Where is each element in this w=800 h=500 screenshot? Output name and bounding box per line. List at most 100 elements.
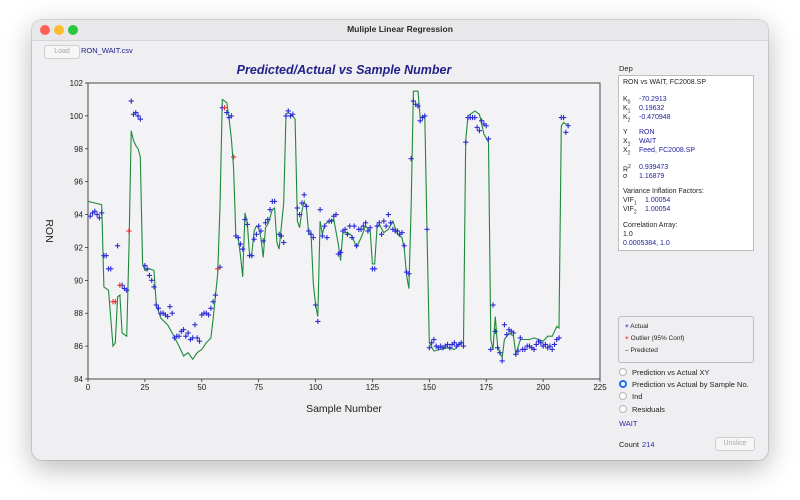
unslice-button[interactable]: Unslice <box>715 437 755 451</box>
actual-point <box>538 340 544 346</box>
actual-point <box>303 203 310 209</box>
actual-point <box>556 335 562 341</box>
actual-point <box>210 299 216 305</box>
actual-point <box>103 253 109 259</box>
actual-point <box>381 218 387 224</box>
actual-point <box>422 113 428 119</box>
vif2-label: VIF2 <box>623 206 637 216</box>
radio-icon[interactable] <box>619 392 627 400</box>
legend-outlier: + Outlier (95% Conf) <box>625 335 685 342</box>
y-tick-label: 100 <box>70 112 84 121</box>
x-tick-label: 50 <box>197 383 206 392</box>
y-tick-label: 96 <box>74 178 83 187</box>
actual-point <box>328 218 335 224</box>
actual-point <box>363 220 369 226</box>
actual-point <box>167 304 173 310</box>
actual-point <box>190 335 196 341</box>
actual-point <box>342 226 348 232</box>
x2-value: Feed, FC2008.SP <box>639 147 696 154</box>
regression-chart: 0 25 50 75 100 125 150 175 200 225 84 86 88 90 92 94 96 9… <box>43 79 607 415</box>
actual-point <box>212 292 219 298</box>
actual-point <box>249 253 255 259</box>
actual-point <box>253 231 259 237</box>
y-tick-label: 92 <box>74 243 83 252</box>
radio-residuals[interactable]: Residuals <box>619 405 665 414</box>
x-tick-label: 100 <box>309 383 323 392</box>
actual-point <box>256 223 262 229</box>
x-tick-label: 150 <box>423 383 437 392</box>
correlation-title: Correlation Array: <box>623 222 678 229</box>
actual-point <box>360 223 366 229</box>
actual-point <box>463 139 469 145</box>
actual-point <box>146 272 153 278</box>
actual-point <box>549 346 555 352</box>
actual-point <box>128 98 134 104</box>
radio-icon[interactable] <box>619 368 627 376</box>
actual-point <box>299 200 305 206</box>
actual-point <box>153 302 159 308</box>
zoom-window-button[interactable] <box>68 25 78 35</box>
actual-point <box>165 313 171 320</box>
outlier-point <box>231 154 237 160</box>
actual-point <box>283 113 289 119</box>
actual-point <box>394 228 401 234</box>
actual-point <box>501 322 508 328</box>
actual-point <box>374 223 380 229</box>
actual-point <box>417 118 423 124</box>
outlier-point <box>221 105 228 111</box>
x-tick-label: 0 <box>86 383 91 392</box>
actual-point <box>337 249 344 255</box>
actual-point <box>297 211 303 218</box>
actual-point <box>251 236 257 242</box>
actual-point <box>306 228 312 234</box>
k2-value: -0.470948 <box>639 114 671 121</box>
radio-prediction-by-sample[interactable]: Prediction vs Actual by Sample No. <box>619 380 749 389</box>
actual-point <box>479 118 485 124</box>
actual-point <box>372 266 378 272</box>
actual-point <box>358 226 364 232</box>
actual-point <box>315 318 321 325</box>
load-button[interactable]: Load <box>44 45 80 59</box>
x-tick-label: 225 <box>593 383 607 392</box>
y-tick-label: 86 <box>74 342 83 351</box>
x2-label: X2 <box>623 147 631 157</box>
regression-info-box: RON vs WAIT, FC2008.SP K0 -70.2913 K1 0.… <box>618 75 754 251</box>
x1-label: X1 <box>623 138 631 148</box>
actual-point <box>383 223 389 229</box>
y-tick-label: 98 <box>74 145 83 154</box>
actual-point <box>301 192 307 198</box>
actual-point <box>206 312 212 318</box>
actual-point <box>333 211 339 218</box>
minimize-window-button[interactable] <box>54 25 64 35</box>
radio-prediction-xy[interactable]: Prediction vs Actual XY <box>619 368 710 377</box>
correlation-row-1: 1.0 <box>623 231 633 238</box>
actual-point <box>499 358 505 364</box>
predicted-line-icon: – <box>625 347 629 354</box>
actual-point <box>492 328 498 334</box>
actual-point <box>108 266 114 272</box>
actual-point <box>176 333 182 339</box>
actual-point <box>376 220 382 226</box>
actual-point <box>353 243 360 249</box>
actual-point <box>317 207 323 213</box>
correlation-row-2: 0.0005384, 1.0 <box>623 240 670 247</box>
k0-label: K0 <box>623 96 631 106</box>
actual-point <box>169 310 175 316</box>
actual-point <box>149 277 155 283</box>
radio-icon[interactable] <box>619 405 627 413</box>
actual-point <box>490 302 496 308</box>
actual-point <box>196 338 203 344</box>
radio-ind[interactable]: Ind <box>619 392 642 401</box>
radio-selected-icon[interactable] <box>619 380 627 388</box>
x-tick-label: 200 <box>536 383 550 392</box>
actual-point <box>192 322 198 328</box>
outlier-point <box>117 282 123 288</box>
actual-point <box>504 332 510 338</box>
count-value: 214 <box>642 440 655 449</box>
close-window-button[interactable] <box>40 25 50 35</box>
actual-point <box>180 327 187 333</box>
selected-variable[interactable]: WAIT <box>619 419 638 428</box>
outlier-point <box>126 228 132 234</box>
actual-point <box>294 205 300 211</box>
actual-point <box>262 220 269 226</box>
